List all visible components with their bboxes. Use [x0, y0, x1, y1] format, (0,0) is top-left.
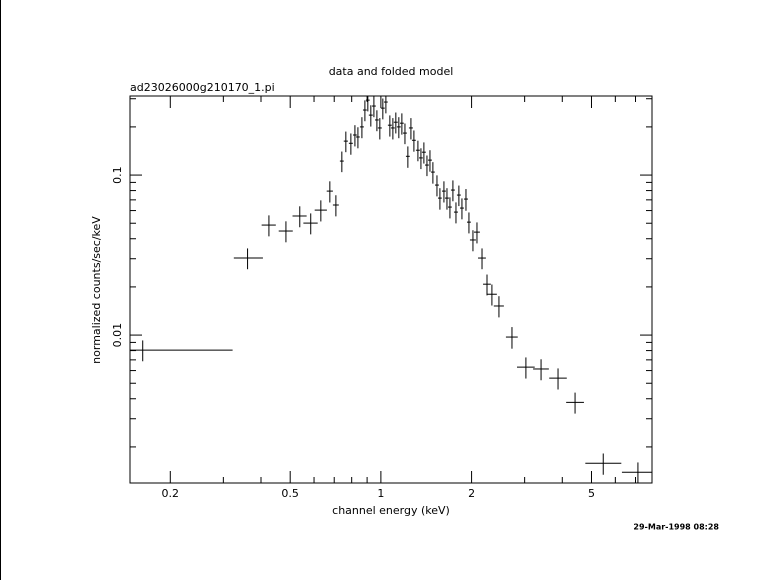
x-tick-label: 0.2 [162, 487, 180, 500]
data-layer [130, 96, 652, 483]
x-tick-label: 2 [468, 487, 475, 500]
x-tick-label: 5 [588, 487, 595, 500]
timestamp: 29-Mar-1998 08:28 [633, 523, 719, 532]
axes: 0.2 0.5 1 2 5 0.01 0.1 [111, 96, 652, 500]
chart-subtitle: ad23026000g210170_1.pi [130, 81, 275, 94]
y-tick-label: 0.1 [111, 166, 124, 184]
y-tick-label: 0.01 [111, 323, 124, 348]
chart-title: data and folded model [329, 65, 454, 78]
x-tick-label: 0.5 [281, 487, 299, 500]
x-axis-label: channel energy (keV) [332, 504, 450, 517]
y-axis-label: normalized counts/sec/keV [90, 216, 103, 364]
x-tick-label: 1 [377, 487, 384, 500]
plot-frame [129, 95, 653, 484]
